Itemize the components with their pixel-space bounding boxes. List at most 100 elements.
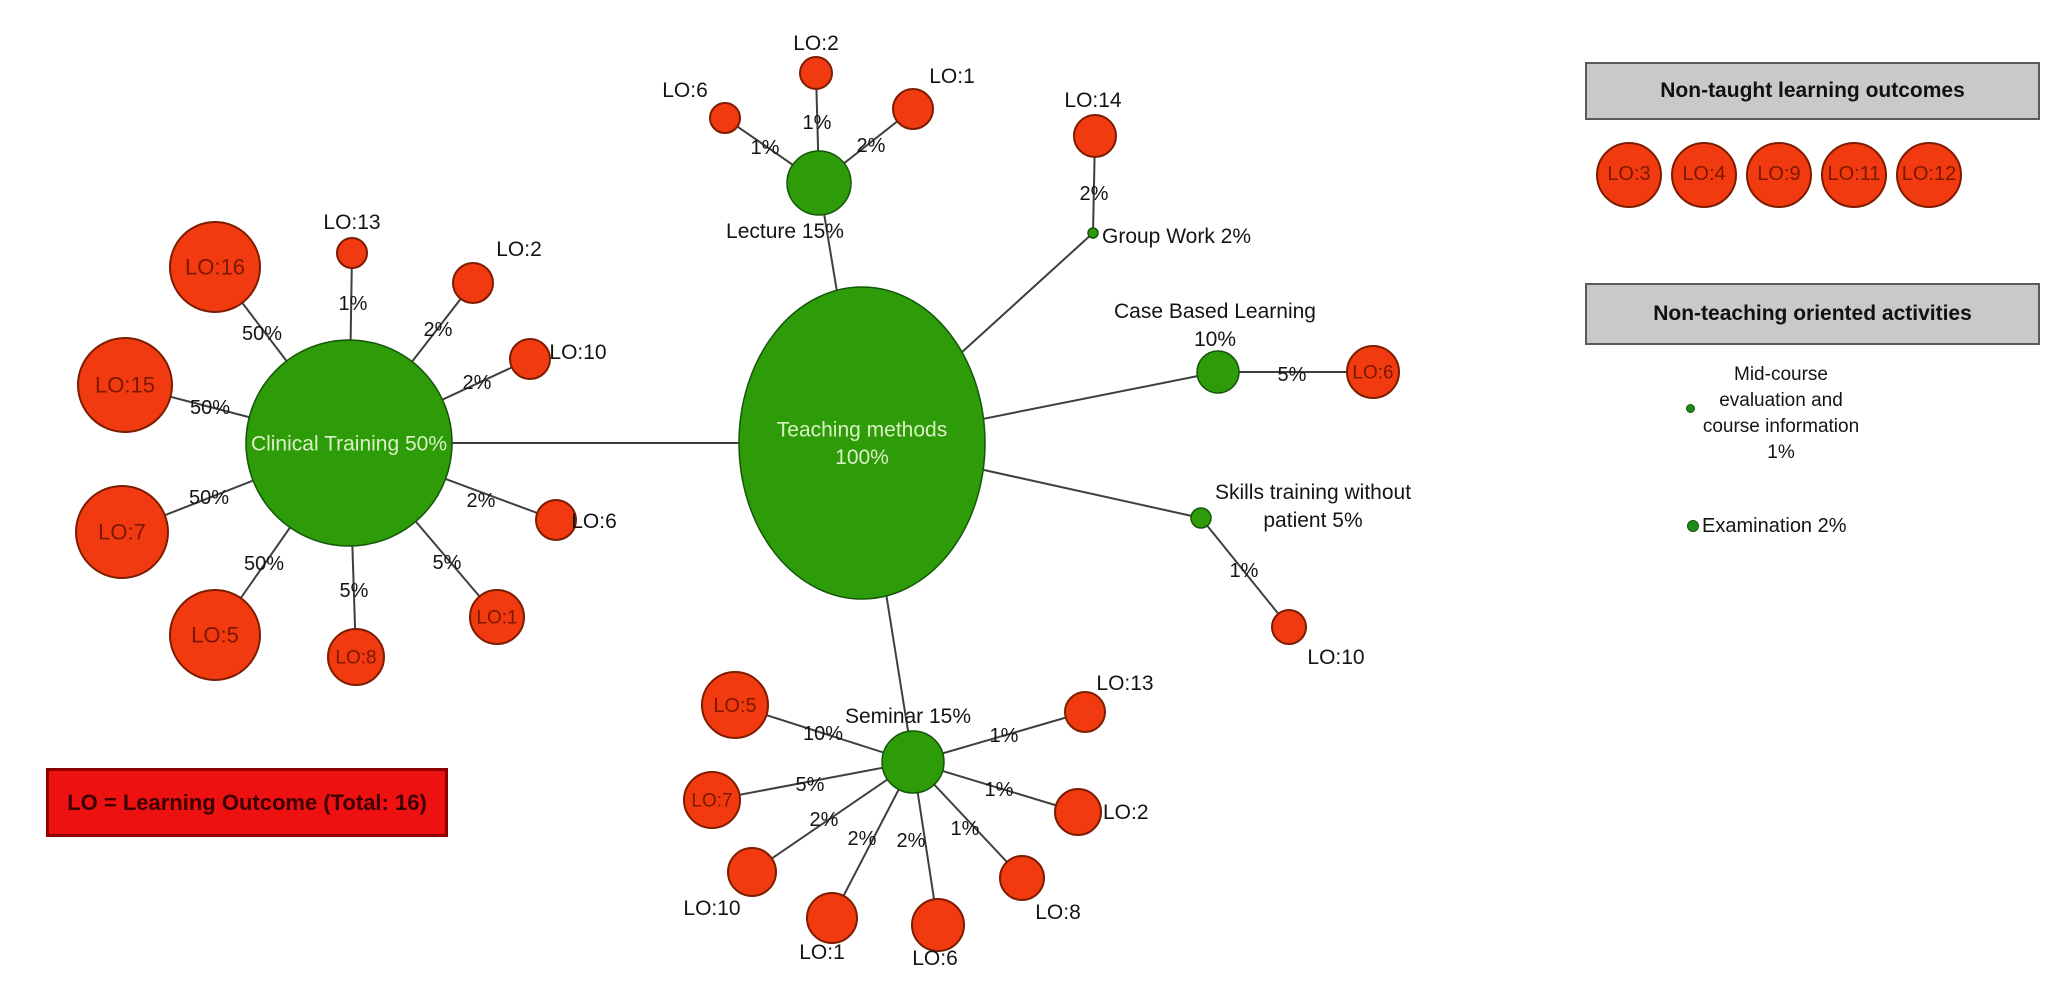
edge-label: 5% [340, 580, 369, 602]
node-lo15-clinical-label: LO:15 [95, 373, 155, 398]
label-lecture: Lecture 15% [726, 220, 844, 243]
mid-course-activity: Mid-course evaluation and course informa… [1671, 362, 1891, 466]
edge-seminar-m10 [751, 761, 914, 873]
node-lo14-groupwork [1073, 114, 1117, 158]
edge-label: 2% [463, 372, 492, 394]
non-taught-outcomes-row: LO:3 LO:4 LO:9 LO:11 LO:12 [1596, 142, 1971, 208]
node-lo7-clinical [75, 485, 169, 579]
non-taught-outcome-circle: LO:12 [1896, 142, 1962, 208]
node-lo16-clinical [169, 221, 261, 313]
node-lo7-seminar-label: LO:7 [691, 791, 732, 812]
edge-label: 2% [467, 490, 496, 512]
edge-skills-s10 [1200, 517, 1290, 628]
label-lo2-clinical: LO:2 [496, 238, 542, 261]
legend-box: LO = Learning Outcome (Total: 16) [46, 768, 448, 837]
edge-label: 2% [857, 135, 886, 157]
label-lo2-seminar: LO:2 [1103, 801, 1149, 824]
node-skills-training [1190, 507, 1212, 529]
label-lo13-clinical: LO:13 [323, 211, 380, 234]
node-lo7-clinical-label: LO:7 [98, 520, 146, 545]
node-seminar [881, 730, 945, 794]
label-lo6-lecture: LO:6 [662, 79, 708, 102]
node-clinical-training [245, 339, 453, 547]
mid-course-dot-icon [1686, 404, 1695, 413]
edge-label: 50% [189, 487, 229, 509]
mid-course-line: evaluation and [1719, 390, 1843, 411]
node-lo10-clinical [509, 338, 551, 380]
node-lo15-clinical [77, 337, 173, 433]
non-taught-header: Non-taught learning outcomes [1585, 62, 2040, 120]
mid-course-line: Mid-course [1734, 364, 1828, 385]
node-lo13-seminar [1064, 691, 1106, 733]
node-lo6-cbl-label: LO:6 [1352, 363, 1393, 384]
label-lo6-clinical: LO:6 [571, 510, 617, 533]
non-taught-outcome-circle: LO:4 [1671, 142, 1737, 208]
non-taught-outcome-circle: LO:11 [1821, 142, 1887, 208]
edge-label: 2% [424, 319, 453, 341]
edge-label: 5% [796, 774, 825, 796]
node-lo5-seminar-label: LO:5 [713, 695, 756, 717]
edge-label: 2% [897, 830, 926, 852]
edge-seminar-m7 [711, 761, 914, 801]
node-group-work [1087, 227, 1099, 239]
non-teaching-header: Non-teaching oriented activities [1585, 283, 2040, 345]
node-lo6-seminar [911, 898, 965, 952]
edge-label: 2% [1080, 183, 1109, 205]
node-lo1-seminar [806, 892, 858, 944]
edge-label: 2% [810, 809, 839, 831]
node-case-based-learning [1196, 350, 1240, 394]
node-lo2-seminar [1054, 788, 1102, 836]
node-teaching-methods [738, 286, 986, 600]
node-lo6-lecture [709, 102, 741, 134]
label-lo14-groupwork: LO:14 [1064, 89, 1122, 112]
edge-label: 1% [985, 779, 1014, 801]
edge-label: 1% [990, 725, 1019, 747]
node-lo7-seminar [683, 771, 741, 829]
node-lo6-clinical [535, 499, 577, 541]
edge-label: 10% [803, 723, 843, 745]
node-lo2-lecture [799, 56, 833, 90]
label-lo2-lecture: LO:2 [793, 32, 839, 55]
node-lo10-skills [1271, 609, 1307, 645]
node-lo1-clinical [469, 589, 525, 645]
edge-label: 5% [433, 552, 462, 574]
label-lo1-lecture: LO:1 [929, 65, 975, 88]
label-lo8-seminar: LO:8 [1035, 901, 1081, 924]
edge-label: 50% [242, 323, 282, 345]
node-lo1-lecture [892, 88, 934, 130]
label-group-work: Group Work 2% [1102, 225, 1251, 248]
node-teaching-methods-label: Teaching methods 100% [777, 419, 947, 469]
non-taught-outcome-circle: LO:9 [1746, 142, 1812, 208]
label-case-based-learning: Case Based Learning [1114, 300, 1316, 323]
label-lo1-seminar: LO:1 [799, 941, 845, 964]
mid-course-line: 1% [1767, 442, 1795, 463]
node-lo13-clinical [336, 237, 368, 269]
label-case-based-learning-pct: 10% [1194, 328, 1236, 351]
edge-label: 2% [848, 828, 877, 850]
label-seminar: Seminar 15% [845, 705, 971, 728]
node-lo1-clinical-label: LO:1 [476, 608, 517, 629]
edge-label: 1% [803, 112, 832, 134]
node-lecture [786, 150, 852, 216]
edge-label: 1% [1230, 560, 1259, 582]
label-lo10-skills: LO:10 [1307, 646, 1364, 669]
node-lo8-seminar [999, 855, 1045, 901]
edge-label: 1% [751, 137, 780, 159]
node-lo2-clinical [452, 262, 494, 304]
node-lo5-clinical [169, 589, 261, 681]
node-clinical-training-label: Clinical Training 50% [251, 432, 447, 455]
mid-course-line: course information [1702, 416, 1860, 437]
node-lo6-cbl [1346, 345, 1400, 399]
examination-dot-icon [1687, 520, 1699, 532]
node-lo8-clinical [327, 628, 385, 686]
label-lo13-seminar: LO:13 [1096, 672, 1153, 695]
label-lo10-seminar: LO:10 [683, 897, 740, 920]
label-skills-training-1: Skills training without [1215, 481, 1411, 504]
non-taught-outcome-circle: LO:3 [1596, 142, 1662, 208]
node-lo16-clinical-label: LO:16 [185, 255, 245, 280]
edge-label: 50% [190, 397, 230, 419]
node-lo5-clinical-label: LO:5 [191, 623, 239, 648]
edge-label: 50% [244, 553, 284, 575]
